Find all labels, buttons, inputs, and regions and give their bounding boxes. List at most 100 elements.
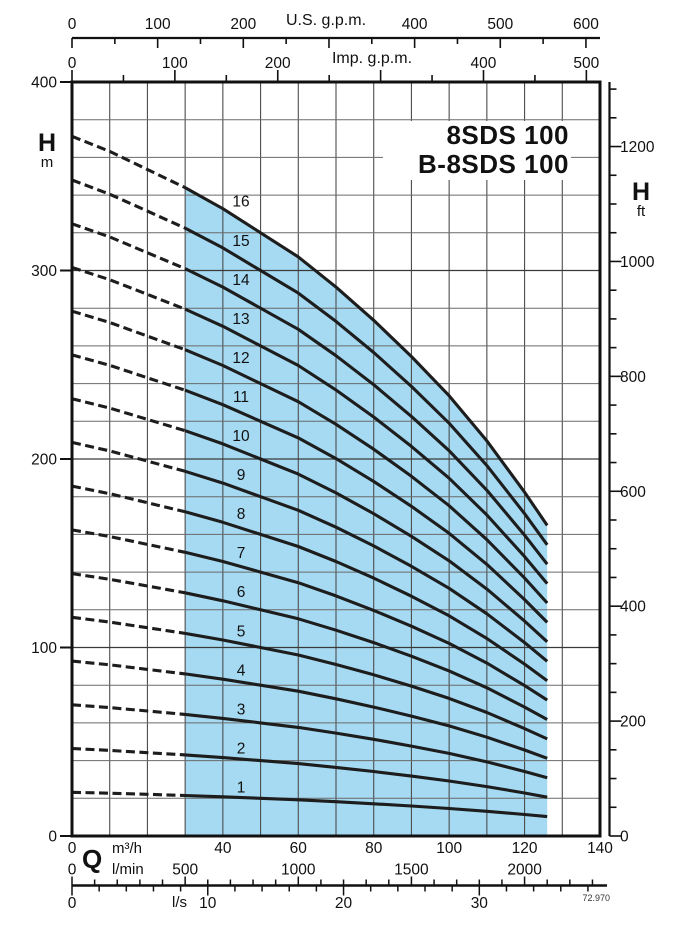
- head-ft-tick-label: 600: [620, 484, 646, 501]
- curve-path: [184, 591, 548, 721]
- curve-path: [71, 134, 186, 189]
- us-gpm-tick-label: 0: [68, 16, 77, 33]
- head-m-tick-label: 100: [31, 640, 57, 657]
- curve-stage-label: 15: [232, 233, 249, 250]
- curve-path: [71, 615, 186, 635]
- imp-gpm-tick-label: 500: [573, 55, 599, 72]
- head-axis-label-metric: H m: [30, 131, 64, 171]
- q-ls-tick-label: 10: [199, 895, 217, 912]
- head-m-tick-label: 0: [48, 829, 57, 846]
- curve-path: [185, 793, 548, 819]
- curve-stage-label: 7: [237, 545, 246, 562]
- head-ft-tick-label: 1000: [620, 254, 655, 271]
- curve-path: [71, 397, 186, 433]
- head-ft-tick-label: 0: [620, 829, 629, 846]
- curve-stage-label: 16: [232, 194, 249, 211]
- curve-path: [71, 746, 186, 757]
- chart-title-line1: 8SDS 100: [446, 120, 569, 150]
- axis-q-m3h: 0 40 60 80 100 120 140: [68, 840, 614, 857]
- axis-head-m: 400 300 200 100 0: [31, 75, 72, 846]
- curve-path: [184, 753, 548, 799]
- q-lmin-tick-label: 500: [172, 862, 198, 879]
- curve-path: [184, 712, 548, 780]
- head-m-tick-label: 400: [31, 75, 57, 92]
- us-gpm-axis-unit: U.S. g.p.m.: [285, 12, 367, 29]
- q-m3h-tick-label: 80: [365, 840, 383, 857]
- grid-layer: [71, 81, 601, 837]
- curve-path: [184, 510, 549, 682]
- pump-curves-layer: [71, 134, 549, 819]
- us-gpm-tick-label: 100: [145, 16, 171, 33]
- curve-stage-label: 9: [237, 467, 246, 484]
- axis-q-lmin: 0 500 1000 1500 2000: [68, 862, 543, 879]
- curve-stage-label: 4: [237, 662, 246, 679]
- curve-path: [71, 222, 186, 271]
- axis-head-ft: 1200 1000 800 600 400 200 0: [608, 82, 655, 846]
- q-lmin-tick-label: 2000: [507, 862, 542, 879]
- head-ft-tick-label: 200: [620, 714, 646, 731]
- curve-path: [71, 572, 186, 595]
- flow-unit-m3h: m³/h: [112, 840, 142, 857]
- q-ls-tick-label: 20: [335, 895, 353, 912]
- imp-gpm-tick-label: 0: [68, 55, 77, 72]
- us-gpm-tick-label: 500: [487, 16, 513, 33]
- imp-gpm-axis-unit: Imp. g.p.m.: [331, 50, 413, 67]
- curve-path: [71, 266, 186, 311]
- head-unit-m: m: [40, 154, 54, 171]
- us-gpm-tick-label: 400: [402, 16, 428, 33]
- curve-stage-label: 6: [237, 584, 246, 601]
- curve-path: [184, 429, 549, 643]
- document-code: 72.970: [582, 893, 610, 903]
- curve-path: [71, 528, 186, 554]
- curve-path: [71, 440, 186, 473]
- curve-path: [184, 469, 549, 663]
- curve-path: [71, 790, 186, 798]
- q-m3h-tick-label: 100: [436, 840, 462, 857]
- curve-stage-label: 11: [233, 389, 249, 406]
- imp-gpm-tick-label: 200: [265, 55, 291, 72]
- q-lmin-tick-label: 0: [68, 862, 77, 879]
- head-axis-label-imperial: H ft: [624, 180, 658, 220]
- curve-path: [71, 353, 186, 392]
- head-m-tick-label: 300: [31, 263, 57, 280]
- curve-stage-label: 3: [237, 701, 246, 718]
- us-gpm-tick-label: 600: [573, 16, 599, 33]
- curve-path: [71, 659, 186, 676]
- head-symbol-right: H: [631, 178, 651, 206]
- head-ft-tick-label: 800: [620, 369, 646, 386]
- flow-symbol: Q: [82, 844, 103, 874]
- curve-path: [71, 178, 186, 230]
- curve-stage-label: 12: [232, 350, 249, 367]
- head-ft-tick-label: 400: [620, 599, 646, 616]
- curve-path: [184, 348, 549, 605]
- curve-stage-label: 8: [237, 506, 246, 523]
- chart-title-line2: B-8SDS 100: [418, 149, 569, 179]
- q-m3h-tick-label: 60: [290, 840, 308, 857]
- curve-path: [71, 484, 186, 514]
- curve-path: [184, 388, 549, 624]
- curve-path: [184, 672, 548, 760]
- flow-unit-lmin: l/min: [112, 861, 144, 878]
- head-ft-tick-label: 1200: [620, 139, 655, 156]
- q-lmin-tick-label: 1000: [281, 862, 316, 879]
- curve-path: [71, 703, 186, 716]
- axis-imp-gpm: 0 100 200 400 500: [68, 55, 600, 82]
- chart-title: 8SDS 100 B-8SDS 100: [383, 121, 571, 180]
- head-symbol-left: H: [37, 129, 57, 157]
- q-ls-tick-label: 0: [68, 895, 77, 912]
- curve-path: [184, 307, 549, 585]
- curve-stage-label: 5: [237, 623, 246, 640]
- q-ls-tick-label: 30: [471, 895, 489, 912]
- curve-stage-label: 13: [232, 311, 249, 328]
- curve-path: [184, 267, 549, 566]
- q-lmin-tick-label: 1500: [394, 862, 429, 879]
- axis-q-ls: 0 10 20 30: [68, 876, 607, 912]
- curve-path: [71, 309, 186, 352]
- imp-gpm-tick-label: 100: [162, 55, 188, 72]
- imp-gpm-tick-label: 400: [471, 55, 497, 72]
- q-m3h-tick-label: 0: [68, 840, 77, 857]
- q-m3h-tick-label: 140: [587, 840, 613, 857]
